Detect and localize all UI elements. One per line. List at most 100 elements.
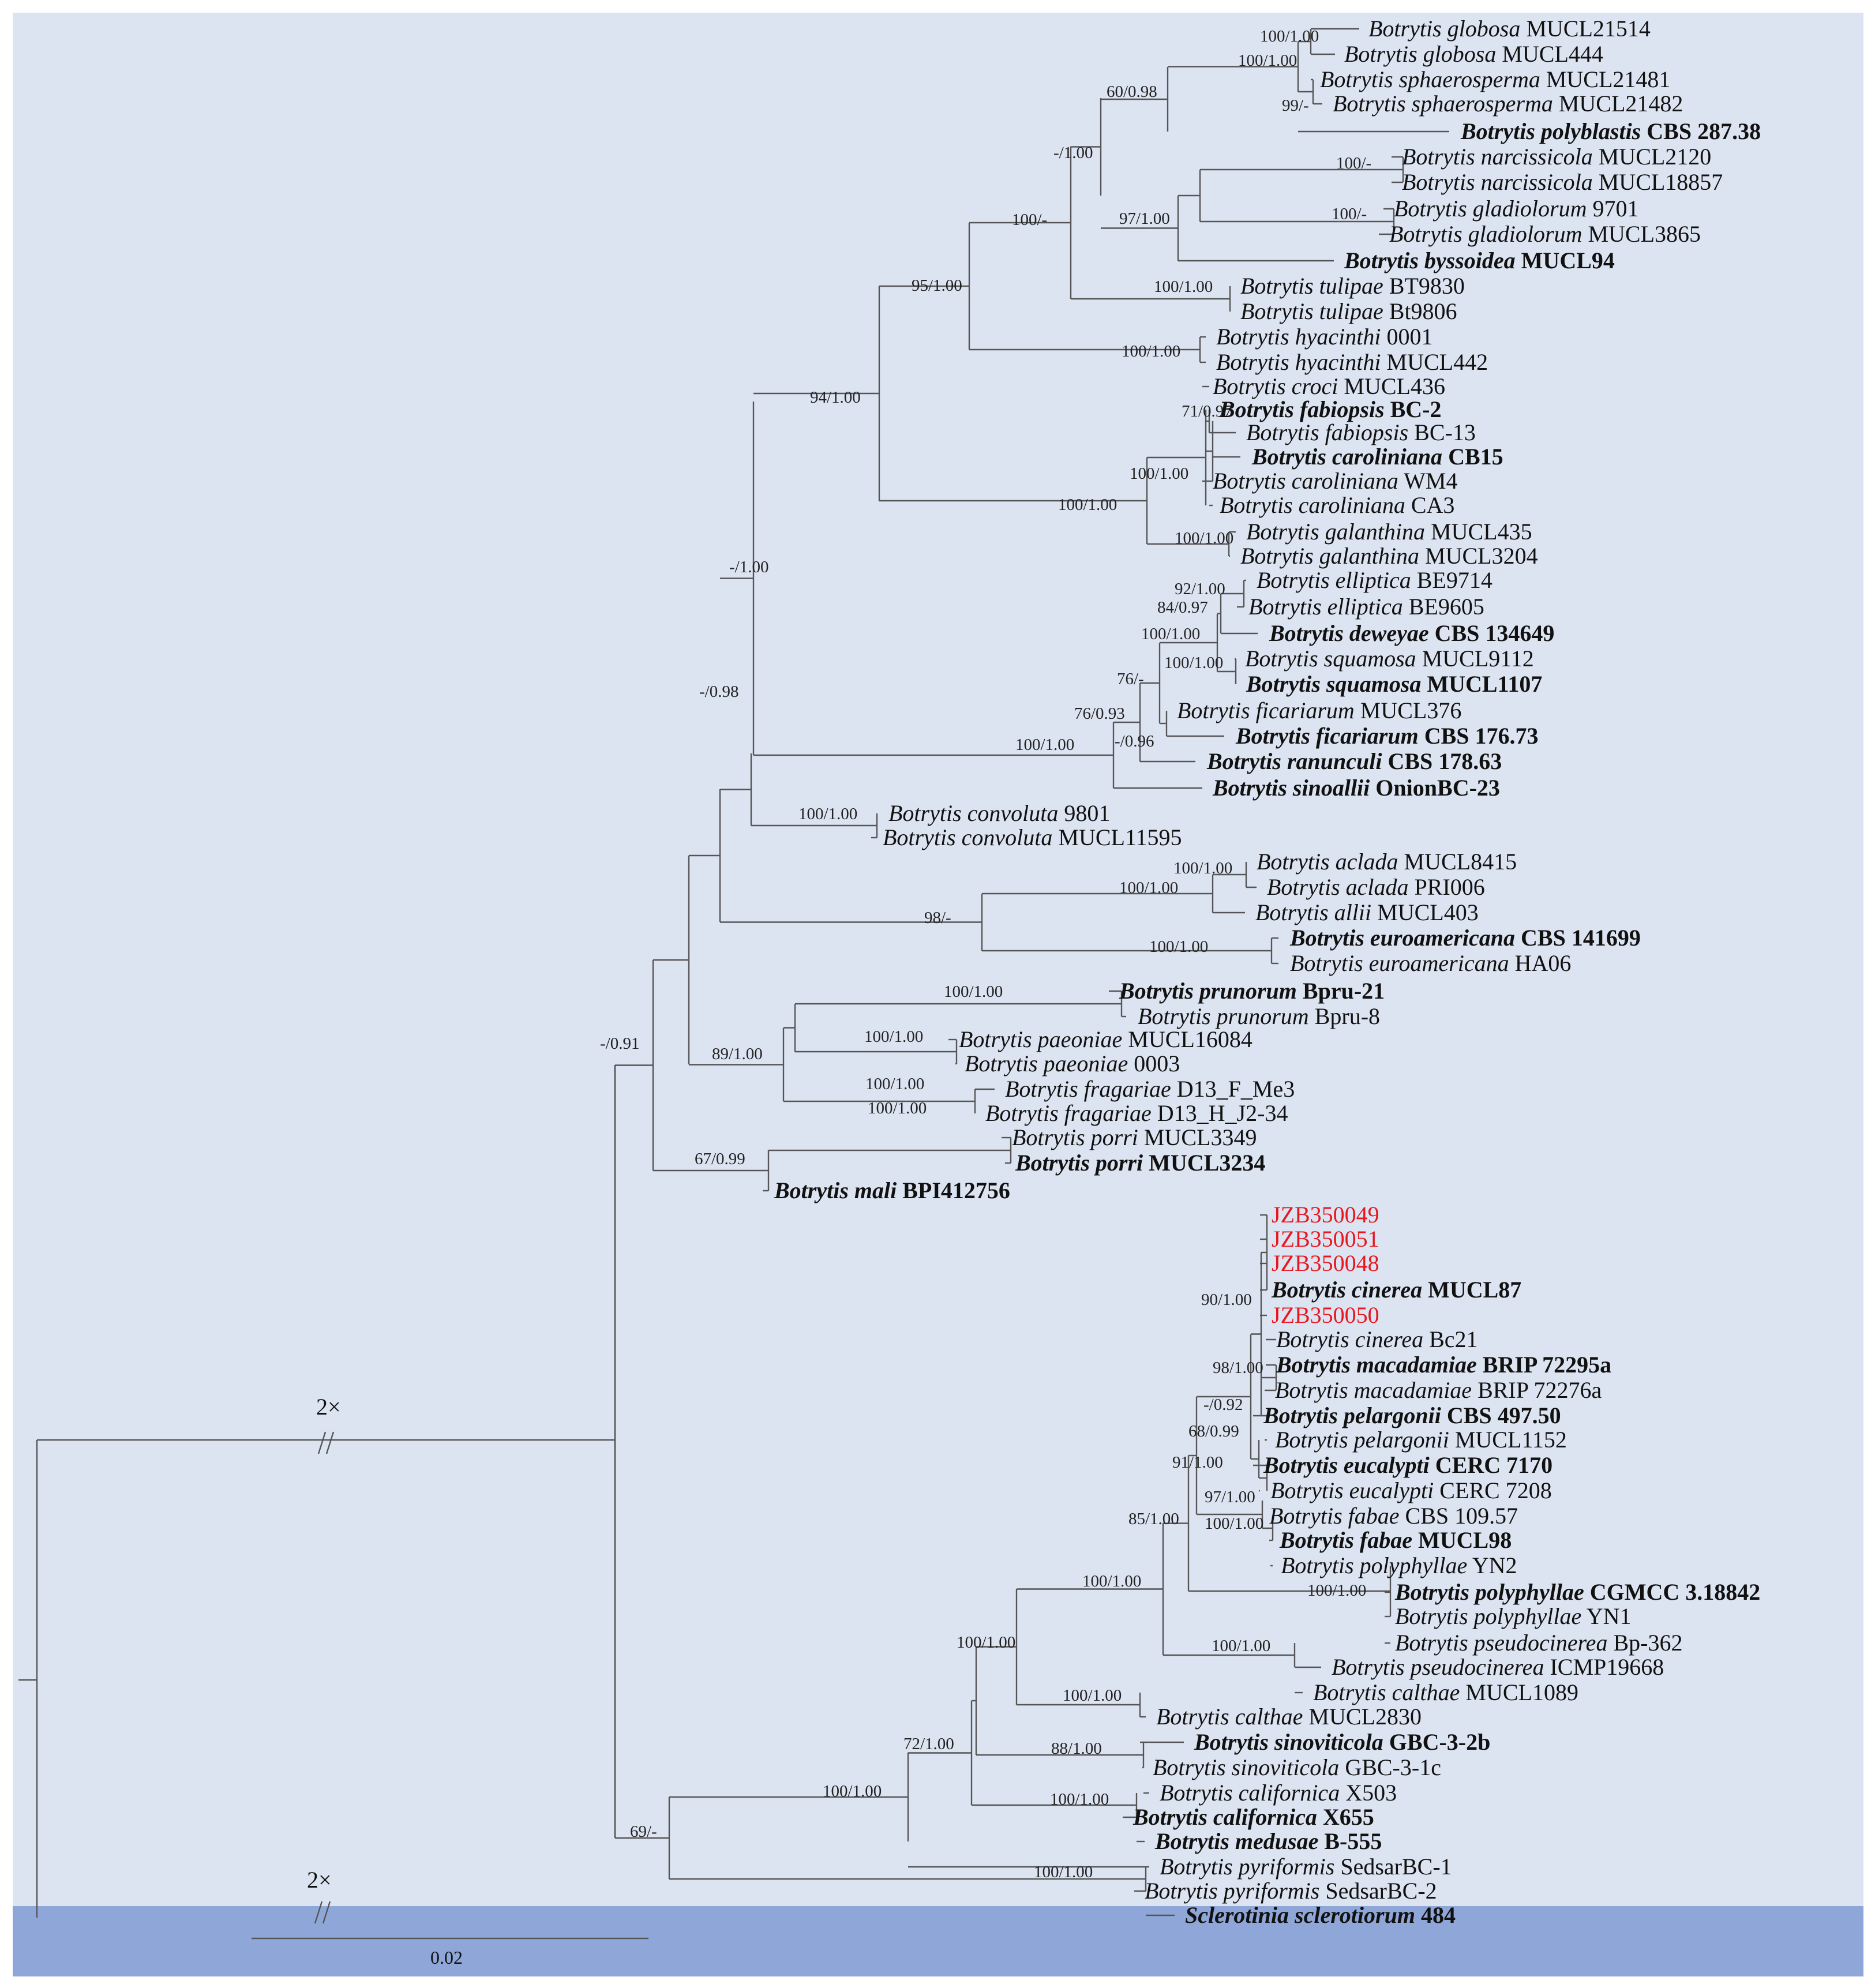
tip-strain: MUCL21482 (1553, 91, 1683, 117)
tip-strain: Bpru-21 (1297, 978, 1385, 1004)
tip-species: Botrytis cinerea (1276, 1326, 1423, 1352)
support-value: 88/1.00 (1051, 1739, 1102, 1758)
support-value: 76/- (1117, 670, 1144, 688)
tip-species: Botrytis narcissicola (1402, 169, 1593, 195)
tip-species: Botrytis polyphyllae (1281, 1552, 1467, 1578)
tip-label: Botrytis convoluta MUCL11595 (883, 824, 1182, 850)
tip-species: Botrytis caroliniana (1251, 444, 1442, 470)
tip-species: Botrytis californica (1160, 1780, 1340, 1806)
tip-strain: BC-13 (1408, 419, 1476, 445)
support-value: 100/1.00 (868, 1099, 927, 1117)
tip-strain: BRIP 72276a (1472, 1377, 1602, 1403)
tip-species: Botrytis deweyae (1269, 620, 1429, 646)
tip-label-new-isolate: JZB350051 (1272, 1226, 1379, 1252)
tip-label: Botrytis squamosa MUCL1107 (1246, 671, 1542, 697)
tip-strain: CBS 178.63 (1382, 748, 1502, 774)
tip-label-new-isolate: JZB350049 (1272, 1202, 1379, 1228)
support-value: 85/1.00 (1128, 1510, 1179, 1528)
tip-species: Botrytis sphaerosperma (1320, 66, 1540, 92)
tip-species: Botrytis fabiopsis (1246, 419, 1408, 445)
tip-strain: MUCL1089 (1460, 1679, 1578, 1705)
tip-species: Botrytis fabae (1269, 1503, 1400, 1529)
tip-species: Botrytis eucalypti (1270, 1477, 1434, 1503)
tip-strain: PRI006 (1409, 874, 1485, 900)
tip-species: Botrytis polyblastis (1460, 118, 1641, 144)
support-value: 99/- (1282, 96, 1309, 115)
tip-strain: MUCL444 (1496, 41, 1603, 67)
tip-species: Botrytis pelargonii (1263, 1402, 1441, 1428)
tip-strain: MUCL21514 (1520, 16, 1651, 42)
support-value: 69/- (630, 1822, 657, 1841)
tip-strain: MUCL403 (1371, 899, 1479, 925)
tip-strain: CBS 176.73 (1419, 723, 1539, 749)
support-value: 92/1.00 (1175, 580, 1225, 598)
support-value: 100/1.00 (1015, 736, 1074, 754)
support-value: 100/1.00 (1260, 27, 1319, 46)
tip-species: Botrytis cinerea (1271, 1277, 1422, 1303)
tip-species: Botrytis convoluta (888, 800, 1058, 826)
support-value: 100/1.00 (1058, 496, 1117, 514)
support-value: -/0.98 (699, 682, 738, 701)
tip-species: Botrytis globosa (1368, 16, 1520, 42)
tip-strain: CA3 (1405, 492, 1455, 518)
tip-species: Botrytis medusae (1154, 1828, 1318, 1854)
tip-label: Botrytis pseudocinerea Bp-362 (1395, 1630, 1682, 1656)
tip-species: Botrytis tulipae (1240, 273, 1383, 299)
tip-label: Botrytis fabae CBS 109.57 (1269, 1503, 1518, 1529)
tip-species: Botrytis squamosa (1246, 671, 1421, 697)
tip-strain: 0003 (1128, 1051, 1180, 1076)
tip-label: Botrytis cinerea MUCL87 (1271, 1277, 1521, 1303)
break-mark (325, 1431, 335, 1454)
tip-strain: MUCL2830 (1303, 1704, 1422, 1730)
support-value: -/1.00 (1053, 144, 1093, 162)
tip-label: Botrytis sphaerosperma MUCL21481 (1320, 66, 1670, 92)
tip-label: Botrytis pelargonii CBS 497.50 (1263, 1402, 1561, 1428)
tip-strain: YN1 (1581, 1603, 1631, 1629)
support-value: 100/1.00 (1034, 1863, 1093, 1881)
tip-label: Botrytis fabiopsis BC-2 (1219, 396, 1441, 422)
tip-strain: MUCL3349 (1138, 1124, 1257, 1150)
break-mark (314, 1901, 323, 1924)
tip-label: Botrytis macadamiae BRIP 72276a (1275, 1377, 1602, 1403)
support-value: 100/1.00 (864, 1027, 923, 1046)
tip-label: Botrytis gladiolorum MUCL3865 (1389, 221, 1701, 247)
tip-label: Botrytis fragariae D13_H_J2-34 (985, 1100, 1288, 1126)
tip-species: Botrytis fragariae (1005, 1076, 1171, 1102)
tip-label: Botrytis convoluta 9801 (888, 800, 1110, 826)
tip-label: Sclerotinia sclerotiorum 484 (1185, 1902, 1456, 1928)
tip-species: Botrytis fragariae (985, 1100, 1152, 1126)
break-mark (322, 1901, 331, 1924)
tip-strain: YN2 (1467, 1552, 1517, 1578)
tip-strain: Bp-362 (1607, 1630, 1682, 1656)
tip-label: Botrytis porri MUCL3234 (1015, 1150, 1265, 1176)
tip-species: Botrytis prunorum (1138, 1003, 1309, 1029)
scale-label: 0.02 (430, 1947, 463, 1968)
tip-strain: MUCL18857 (1593, 169, 1723, 195)
tip-label: Botrytis calthae MUCL1089 (1313, 1679, 1578, 1705)
tip-label: Botrytis paeoniae MUCL16084 (959, 1026, 1252, 1052)
support-value: 67/0.99 (695, 1150, 745, 1168)
tip-strain: BC-2 (1385, 396, 1442, 422)
tip-species: Botrytis pyriformis (1145, 1878, 1319, 1904)
tip-label: Botrytis fabae MUCL98 (1279, 1527, 1512, 1553)
support-value: 100/- (1332, 205, 1367, 223)
support-value: 100/- (1336, 154, 1371, 172)
tip-label: Botrytis deweyae CBS 134649 (1269, 620, 1554, 646)
support-value: -/0.91 (600, 1034, 639, 1053)
support-value: 97/1.00 (1205, 1488, 1255, 1506)
tip-strain: 484 (1415, 1902, 1456, 1928)
support-value: 90/1.00 (1201, 1291, 1252, 1309)
tip-label: Botrytis macadamiae BRIP 72295a (1276, 1352, 1611, 1378)
support-value: -/0.96 (1115, 732, 1154, 751)
tip-strain: BT9830 (1383, 273, 1465, 299)
tip-label: Botrytis hyacinthi MUCL442 (1216, 349, 1488, 375)
tip-label: Botrytis californica X503 (1160, 1780, 1397, 1806)
tip-label: Botrytis tulipae BT9830 (1240, 273, 1465, 299)
tip-strain: MUCL11595 (1052, 824, 1182, 850)
tip-label: Botrytis prunorum Bpru-21 (1119, 978, 1385, 1004)
tip-species: Botrytis gladiolorum (1389, 221, 1582, 247)
support-value: -/1.00 (729, 558, 768, 576)
tip-species: Botrytis macadamiae (1275, 1377, 1472, 1403)
